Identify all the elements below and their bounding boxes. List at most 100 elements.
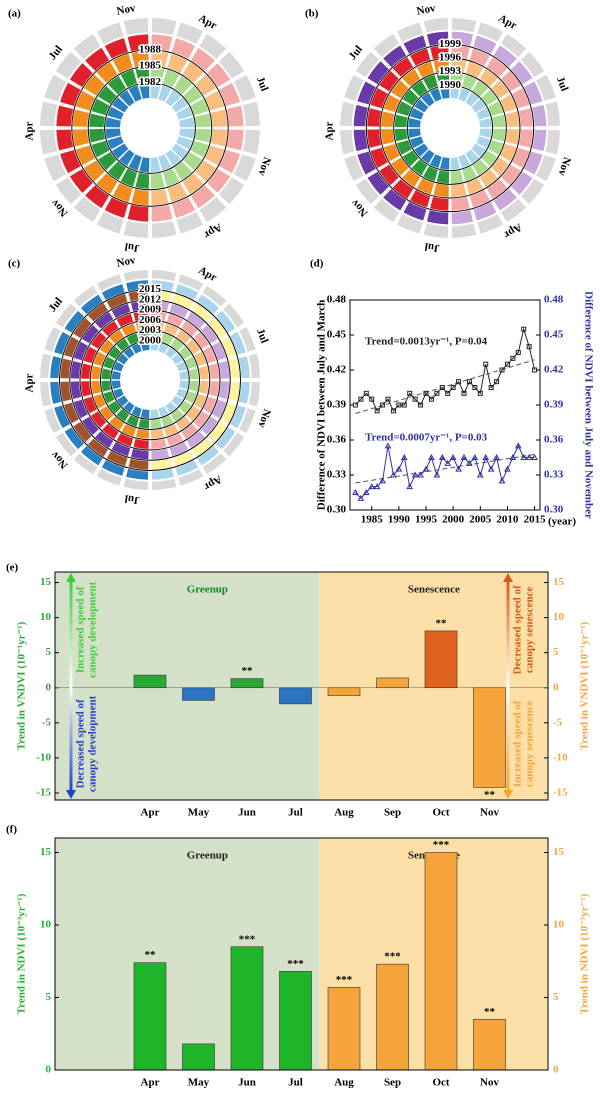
data-point — [499, 367, 505, 373]
spiral-segment — [479, 128, 492, 138]
trend-line — [355, 359, 535, 415]
data-point — [374, 408, 380, 414]
spiral-segment — [151, 311, 167, 322]
spiral-segment — [197, 445, 220, 466]
spiral-segment — [505, 111, 519, 127]
plot-frame — [349, 299, 541, 511]
spiral-segment — [120, 168, 138, 187]
spiral-segment — [238, 356, 250, 379]
y-tick-label: 10 — [40, 611, 52, 623]
spiral-segment — [55, 432, 77, 457]
data-point — [444, 459, 452, 466]
region-label: Senescence — [408, 584, 460, 596]
month-label: Apr — [496, 12, 518, 32]
year-label: 2000 — [139, 334, 162, 346]
spiral-segment — [408, 128, 421, 138]
month-label: Jul — [554, 75, 571, 93]
spiral-segment — [150, 409, 160, 419]
region-label: Greenup — [187, 850, 228, 862]
spiral-segment — [182, 173, 204, 195]
spiral-segment — [83, 396, 97, 414]
significance-label: *** — [239, 933, 256, 945]
spiral-segment — [355, 51, 380, 78]
spiral-segment — [119, 149, 135, 166]
spiral-segment — [436, 170, 450, 184]
data-point — [482, 453, 490, 460]
spiral-segment — [233, 154, 256, 182]
data-point — [395, 465, 403, 472]
spiral-segment — [112, 97, 129, 113]
spiral-segment — [433, 59, 449, 73]
spiral-segment — [165, 401, 177, 413]
x-tick-label: Jul — [288, 807, 303, 819]
spiral-segment — [99, 339, 114, 354]
spiral-segment — [179, 370, 189, 380]
spiral-segment — [230, 331, 246, 355]
spiral-segment — [501, 70, 521, 92]
spiral-segment — [93, 351, 106, 366]
spiral-segment — [402, 68, 421, 87]
spiral-segment — [55, 177, 82, 205]
arrow-head — [503, 790, 513, 799]
spiral-segment — [190, 140, 209, 158]
data-point — [379, 477, 386, 484]
plot-frame — [54, 837, 549, 1071]
spiral-segment — [344, 155, 364, 182]
spiral-segment — [524, 81, 543, 105]
ring-boundary — [406, 84, 494, 172]
spiral-segment — [69, 168, 93, 193]
data-point — [418, 402, 424, 408]
data-point — [385, 396, 391, 402]
spiral-segment — [451, 210, 474, 225]
data-point — [390, 471, 397, 478]
arrow-text: canopy development — [87, 581, 99, 678]
spiral-segment — [101, 368, 111, 380]
spiral-segment — [152, 478, 177, 490]
spiral-segment — [421, 92, 435, 107]
ring-boundary — [89, 319, 211, 441]
spiral-segment — [170, 338, 184, 351]
spiral-segment — [95, 431, 114, 448]
spiral-segment — [545, 101, 560, 127]
spiral-segment — [60, 82, 81, 106]
y2-tick-label: 0.48 — [544, 294, 564, 306]
spiral-segment — [410, 48, 431, 66]
spiral-segment — [128, 85, 142, 102]
spiral-segment — [179, 380, 189, 390]
ring-boundary — [69, 299, 231, 461]
spiral-segment — [133, 311, 149, 322]
spiral-segment — [85, 185, 110, 209]
x-tick-label: Jun — [238, 1077, 256, 1089]
spiral-segment — [411, 159, 428, 176]
region-background — [55, 572, 320, 800]
data-point — [456, 379, 462, 385]
spiral-segment — [72, 109, 90, 127]
spiral-segment — [532, 104, 547, 127]
spiral-segment — [158, 85, 172, 102]
x-tick-label: Sep — [384, 1077, 401, 1089]
spiral-segment — [135, 429, 149, 439]
data-point — [390, 408, 396, 414]
spiral-segment — [367, 108, 382, 127]
spiral-segment — [106, 451, 128, 466]
spiral-segment — [40, 382, 52, 407]
spiral-segment — [218, 51, 245, 79]
bar — [424, 852, 458, 1071]
spiral-segment — [108, 400, 121, 414]
spiral-segment — [194, 394, 207, 409]
spiral-segment — [479, 169, 498, 188]
spiral-segment — [96, 469, 122, 486]
year-label: 2012 — [139, 293, 162, 305]
spiral-segment — [492, 128, 506, 142]
spiral-segment — [127, 204, 149, 222]
data-point — [428, 396, 434, 402]
spiral-segment — [105, 128, 121, 139]
data-point — [368, 483, 376, 490]
spiral-segment — [186, 339, 201, 354]
spiral-segment — [195, 128, 211, 143]
spiral-segment — [60, 381, 72, 402]
spiral-segment — [150, 341, 160, 351]
spiral-segment — [396, 22, 423, 42]
spiral-segment — [423, 74, 438, 90]
y-axis-label: Difference of NDVI between July and Marc… — [316, 300, 328, 510]
